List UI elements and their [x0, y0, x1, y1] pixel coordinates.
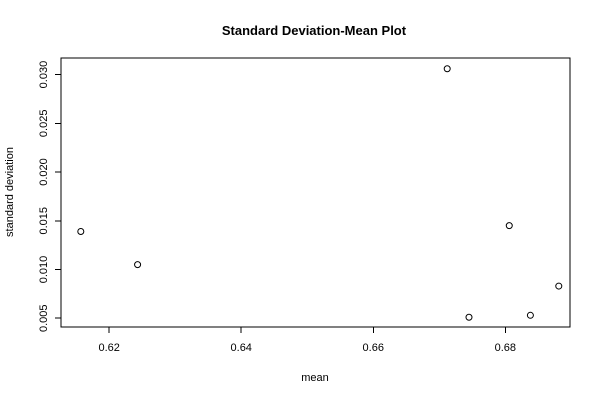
- data-point: [77, 227, 85, 235]
- x-tick-label: 0.62: [98, 342, 119, 354]
- y-axis-label: standard deviation: [4, 147, 16, 237]
- y-tick-label: 0.020: [38, 158, 50, 186]
- data-point: [526, 311, 534, 319]
- x-axis: 0.62 0.64 0.66 0.68: [98, 326, 516, 354]
- data-point: [134, 261, 142, 269]
- data-points: [77, 65, 563, 321]
- data-point: [505, 222, 513, 230]
- y-tick-label: 0.005: [38, 304, 50, 332]
- data-point: [555, 282, 563, 290]
- x-axis-label: mean: [301, 372, 329, 384]
- x-tick-label: 0.68: [495, 342, 516, 354]
- data-point: [443, 65, 451, 73]
- y-tick-label: 0.030: [38, 61, 50, 89]
- data-point: [465, 313, 473, 321]
- y-tick-label: 0.015: [38, 207, 50, 235]
- x-tick-label: 0.66: [363, 342, 384, 354]
- y-axis: 0.005 0.010 0.015 0.020 0.025 0.030: [38, 61, 62, 332]
- chart-title: Standard Deviation-Mean Plot: [222, 23, 407, 38]
- y-tick-label: 0.025: [38, 110, 50, 138]
- y-tick-label: 0.010: [38, 256, 50, 284]
- plot-area: [60, 57, 571, 328]
- x-tick-label: 0.64: [231, 342, 252, 354]
